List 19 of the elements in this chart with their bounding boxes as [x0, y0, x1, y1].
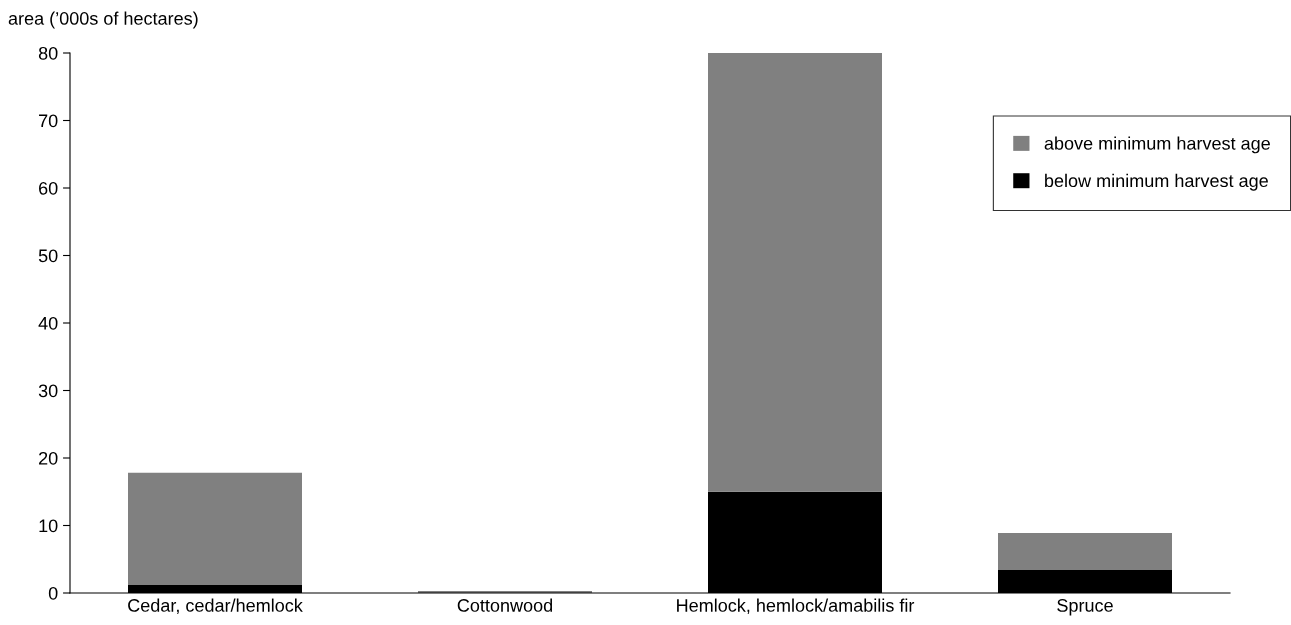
y-tick-label: 40: [38, 316, 58, 330]
x-tick-label: Spruce: [1057, 599, 1113, 616]
y-axis-title: area (’000s of hectares): [8, 11, 198, 29]
y-tick-label: 80: [38, 46, 58, 60]
bar: [708, 53, 882, 492]
y-tick-label: 10: [39, 519, 58, 533]
y-tick-label: 0: [48, 586, 58, 600]
y-tick-label: 20: [39, 451, 58, 465]
legend-label: below minimum harvest age: [1045, 173, 1268, 191]
y-tick-label: 30: [38, 384, 58, 398]
x-tick-label: Cottonwood: [457, 598, 553, 612]
x-tick-label: Hemlock, hemlock/amabilis fir: [677, 598, 915, 614]
legend-label: above minimum harvest age: [1044, 136, 1270, 154]
y-tick-label: 50: [38, 249, 58, 263]
y-tick-label: 70: [39, 114, 58, 128]
y-tick-label: 60: [39, 181, 58, 195]
bar: [998, 532, 1172, 571]
x-tick-label: Cedar, cedar/hemlock: [128, 598, 303, 614]
bar: [128, 472, 302, 585]
